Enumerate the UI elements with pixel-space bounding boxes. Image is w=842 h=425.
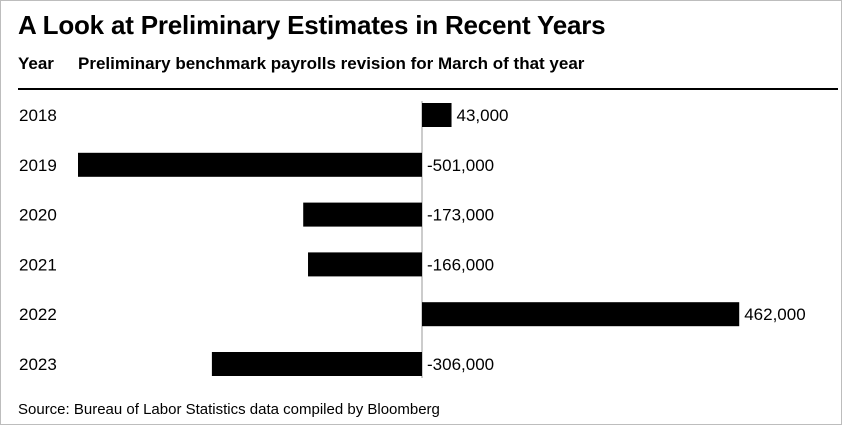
source-note: Source: Bureau of Labor Statistics data …: [18, 401, 440, 418]
bar-chart: 2018 43,000 2019 -501,000 2020 -173,000 2021 -1…: [19, 101, 806, 378]
year-label: 2022: [19, 305, 57, 324]
bar: [422, 103, 452, 127]
chart-title: A Look at Preliminary Estimates in Recen…: [18, 10, 606, 40]
bar: [308, 252, 422, 277]
value-label: -501,000: [427, 156, 494, 175]
bar: [211, 352, 422, 376]
year-column-header: Year: [18, 54, 54, 73]
bar: [78, 152, 422, 177]
bar: [422, 302, 740, 327]
bar: [303, 202, 422, 227]
value-label: 43,000: [457, 106, 509, 125]
value-label: -173,000: [427, 206, 494, 225]
year-label: 2019: [19, 156, 57, 175]
value-label: -166,000: [427, 255, 494, 274]
value-label: -306,000: [427, 355, 494, 374]
year-label: 2023: [19, 355, 57, 374]
header-divider: [18, 88, 838, 90]
year-label: 2021: [19, 255, 57, 274]
revision-column-header: Preliminary benchmark payrolls revision …: [78, 54, 585, 73]
year-label: 2020: [19, 206, 57, 225]
year-label: 2018: [19, 106, 57, 125]
value-label: 462,000: [744, 305, 805, 324]
